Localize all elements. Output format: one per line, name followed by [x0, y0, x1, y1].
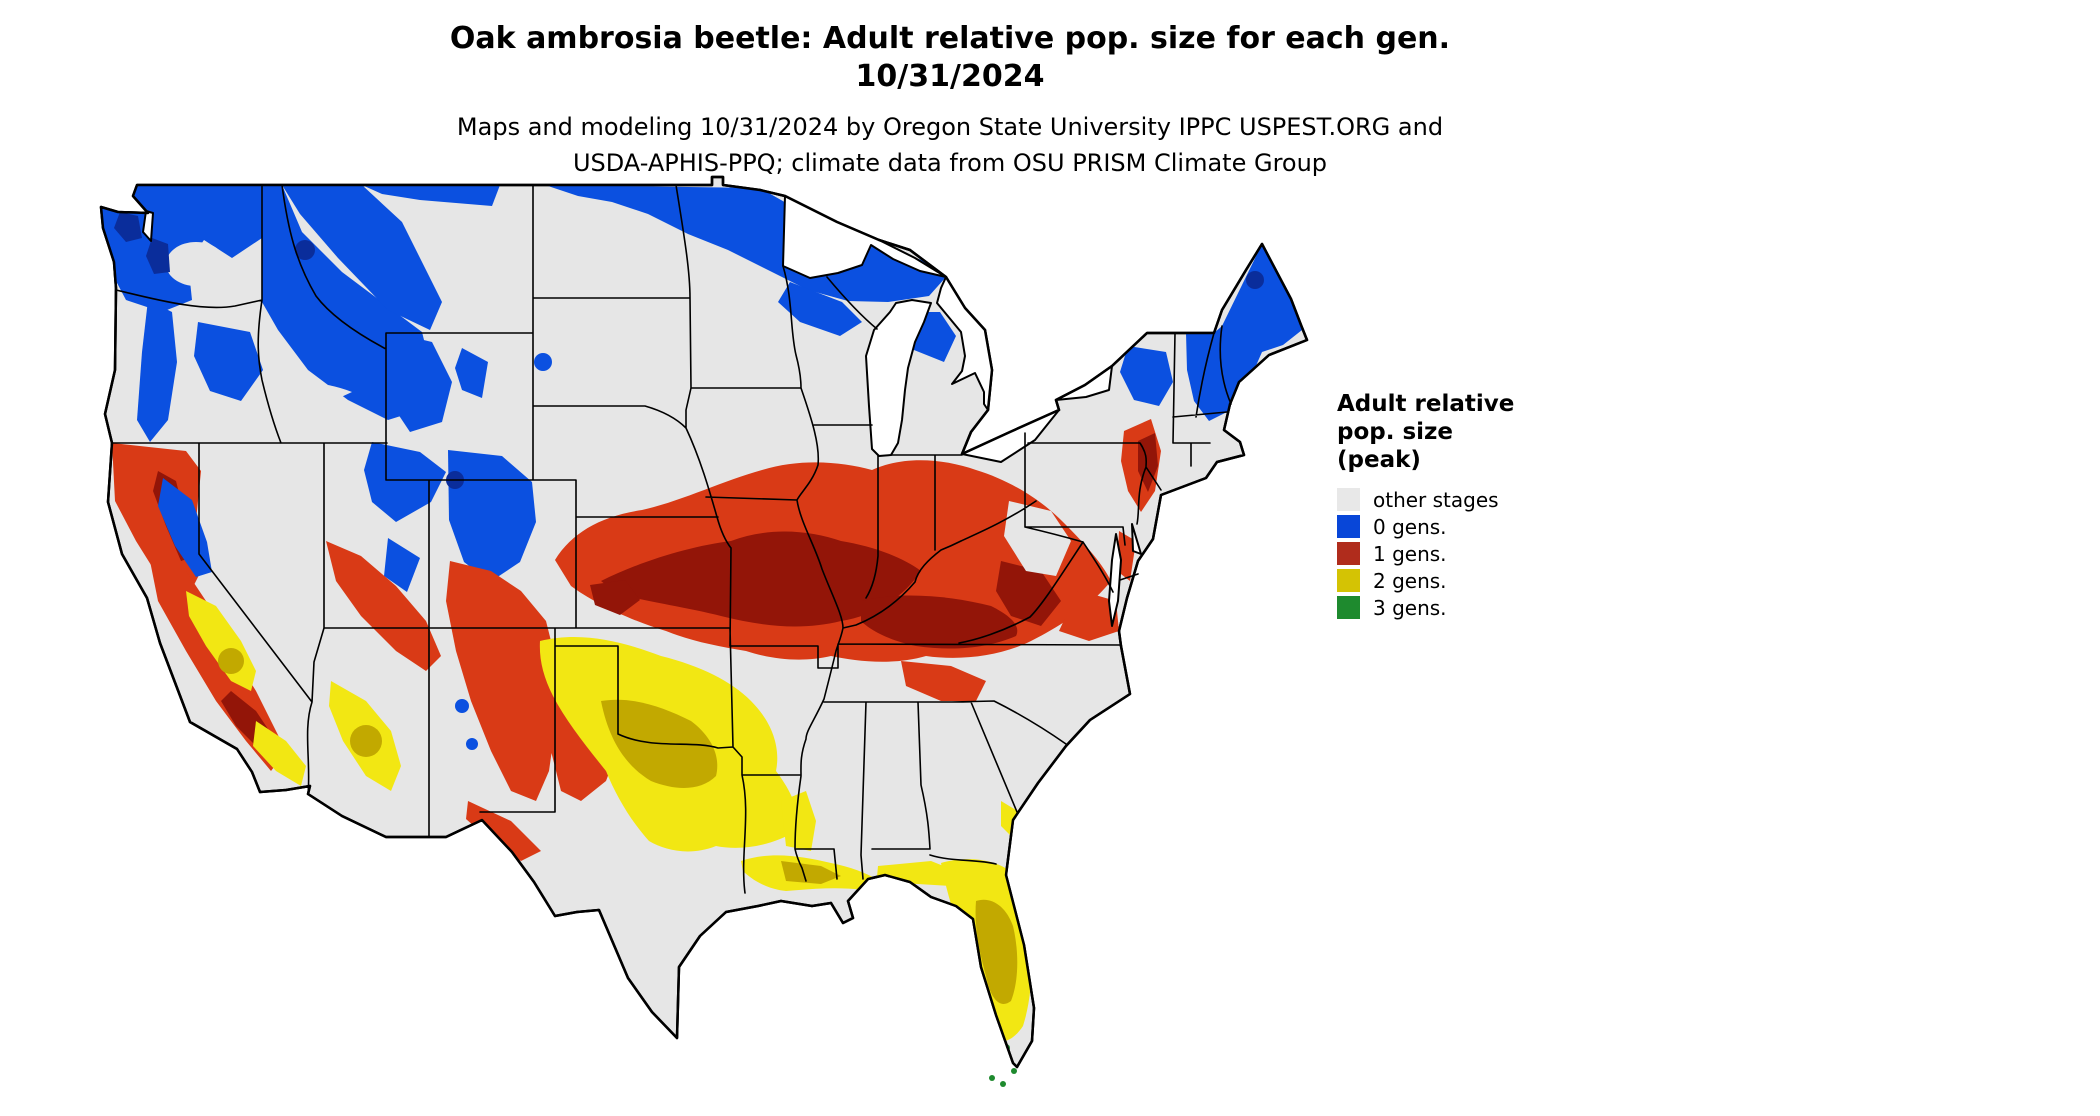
map-region — [901, 661, 986, 701]
map-region — [455, 348, 488, 398]
legend-item-3-gens: 3 gens. — [1337, 594, 1557, 621]
map-region — [295, 240, 315, 260]
legend-title: Adult relative pop. size (peak) — [1337, 390, 1557, 474]
legend-swatch-2-gens — [1337, 569, 1360, 593]
map-region — [282, 185, 442, 330]
delaware-bay — [1131, 523, 1142, 555]
map-region — [996, 561, 1061, 626]
legend-swatch-3-gens — [1337, 596, 1360, 620]
legend-label: 2 gens. — [1373, 568, 1447, 593]
map-region — [1004, 501, 1071, 576]
map-region — [989, 1075, 995, 1081]
map-region — [455, 699, 469, 713]
map-region — [114, 212, 142, 242]
map-region — [1000, 1081, 1006, 1087]
chesapeake-bay — [1108, 533, 1122, 627]
map-region — [466, 738, 478, 750]
page-title: Oak ambrosia beetle: Adult relative pop.… — [449, 21, 1451, 56]
legend-label: 3 gens. — [1373, 595, 1447, 620]
map-region — [384, 538, 420, 592]
map-region — [534, 353, 552, 371]
lake-michigan — [865, 299, 932, 457]
map-region — [364, 442, 446, 522]
legend-title-line-3: (peak) — [1337, 447, 1421, 474]
map-region — [1117, 531, 1136, 581]
map-region — [218, 648, 244, 674]
map-region — [466, 801, 541, 861]
state-borders — [111, 184, 1232, 894]
map-region — [253, 721, 306, 786]
subtitle: Maps and modeling 10/31/2024 by Oregon S… — [0, 109, 1900, 181]
map-region — [384, 332, 452, 432]
subtitle-line-1: Maps and modeling 10/31/2024 by Oregon S… — [456, 113, 1444, 141]
map-region — [545, 185, 946, 302]
legend-swatch-1-gens — [1337, 542, 1360, 566]
map-region — [166, 242, 226, 286]
page-title-date: 10/31/2024 — [855, 58, 1045, 94]
legend-item-other-stages: other stages — [1337, 486, 1557, 513]
map-region — [252, 382, 352, 410]
map-region — [778, 282, 862, 336]
terrain-gray-patches — [166, 242, 1071, 576]
legend-swatch-0-gens — [1337, 515, 1360, 539]
florida-keys — [989, 1068, 1017, 1087]
map-region — [1120, 346, 1173, 406]
header: Oak ambrosia beetle: Adult relative pop.… — [0, 20, 1900, 181]
map-region — [590, 580, 640, 615]
map-region — [861, 595, 1018, 649]
map-region — [1186, 244, 1302, 421]
us-border — [99, 175, 1309, 1069]
map-region — [781, 791, 816, 851]
legend-title-line-2: pop. size — [1337, 419, 1454, 446]
legend-item-1-gens: 1 gens. — [1337, 540, 1557, 567]
map-region — [137, 300, 177, 442]
map-region — [326, 541, 441, 671]
legend: Adult relative pop. size (peak) other st… — [1337, 390, 1557, 621]
map-region — [975, 899, 1018, 1004]
region-0-gens-dark — [114, 212, 1264, 489]
map-region — [194, 322, 263, 401]
legend-swatch-other-stages — [1337, 488, 1360, 512]
map-region — [1059, 590, 1119, 641]
legend-item-0-gens: 0 gens. — [1337, 513, 1557, 540]
map-region — [446, 561, 556, 801]
legend-item-2-gens: 2 gens. — [1337, 567, 1557, 594]
map-region — [362, 185, 500, 206]
puget-sound — [142, 210, 154, 242]
legend-label: 1 gens. — [1373, 541, 1447, 566]
map-region — [448, 450, 536, 582]
map-region — [1246, 271, 1264, 289]
legend-label: 0 gens. — [1373, 514, 1447, 539]
map-region — [781, 861, 841, 884]
legend-label: other stages — [1373, 487, 1499, 512]
map-region — [146, 238, 170, 274]
map-region — [996, 1033, 1002, 1039]
map-region — [1011, 1068, 1017, 1074]
map-region — [601, 531, 921, 627]
map-region — [350, 725, 382, 757]
legend-items: other stages 0 gens. 1 gens. 2 gens. 3 g… — [1337, 486, 1557, 621]
subtitle-line-2: USDA-APHIS-PPQ; climate data from OSU PR… — [572, 149, 1328, 177]
legend-title-line-1: Adult relative — [1337, 391, 1515, 417]
